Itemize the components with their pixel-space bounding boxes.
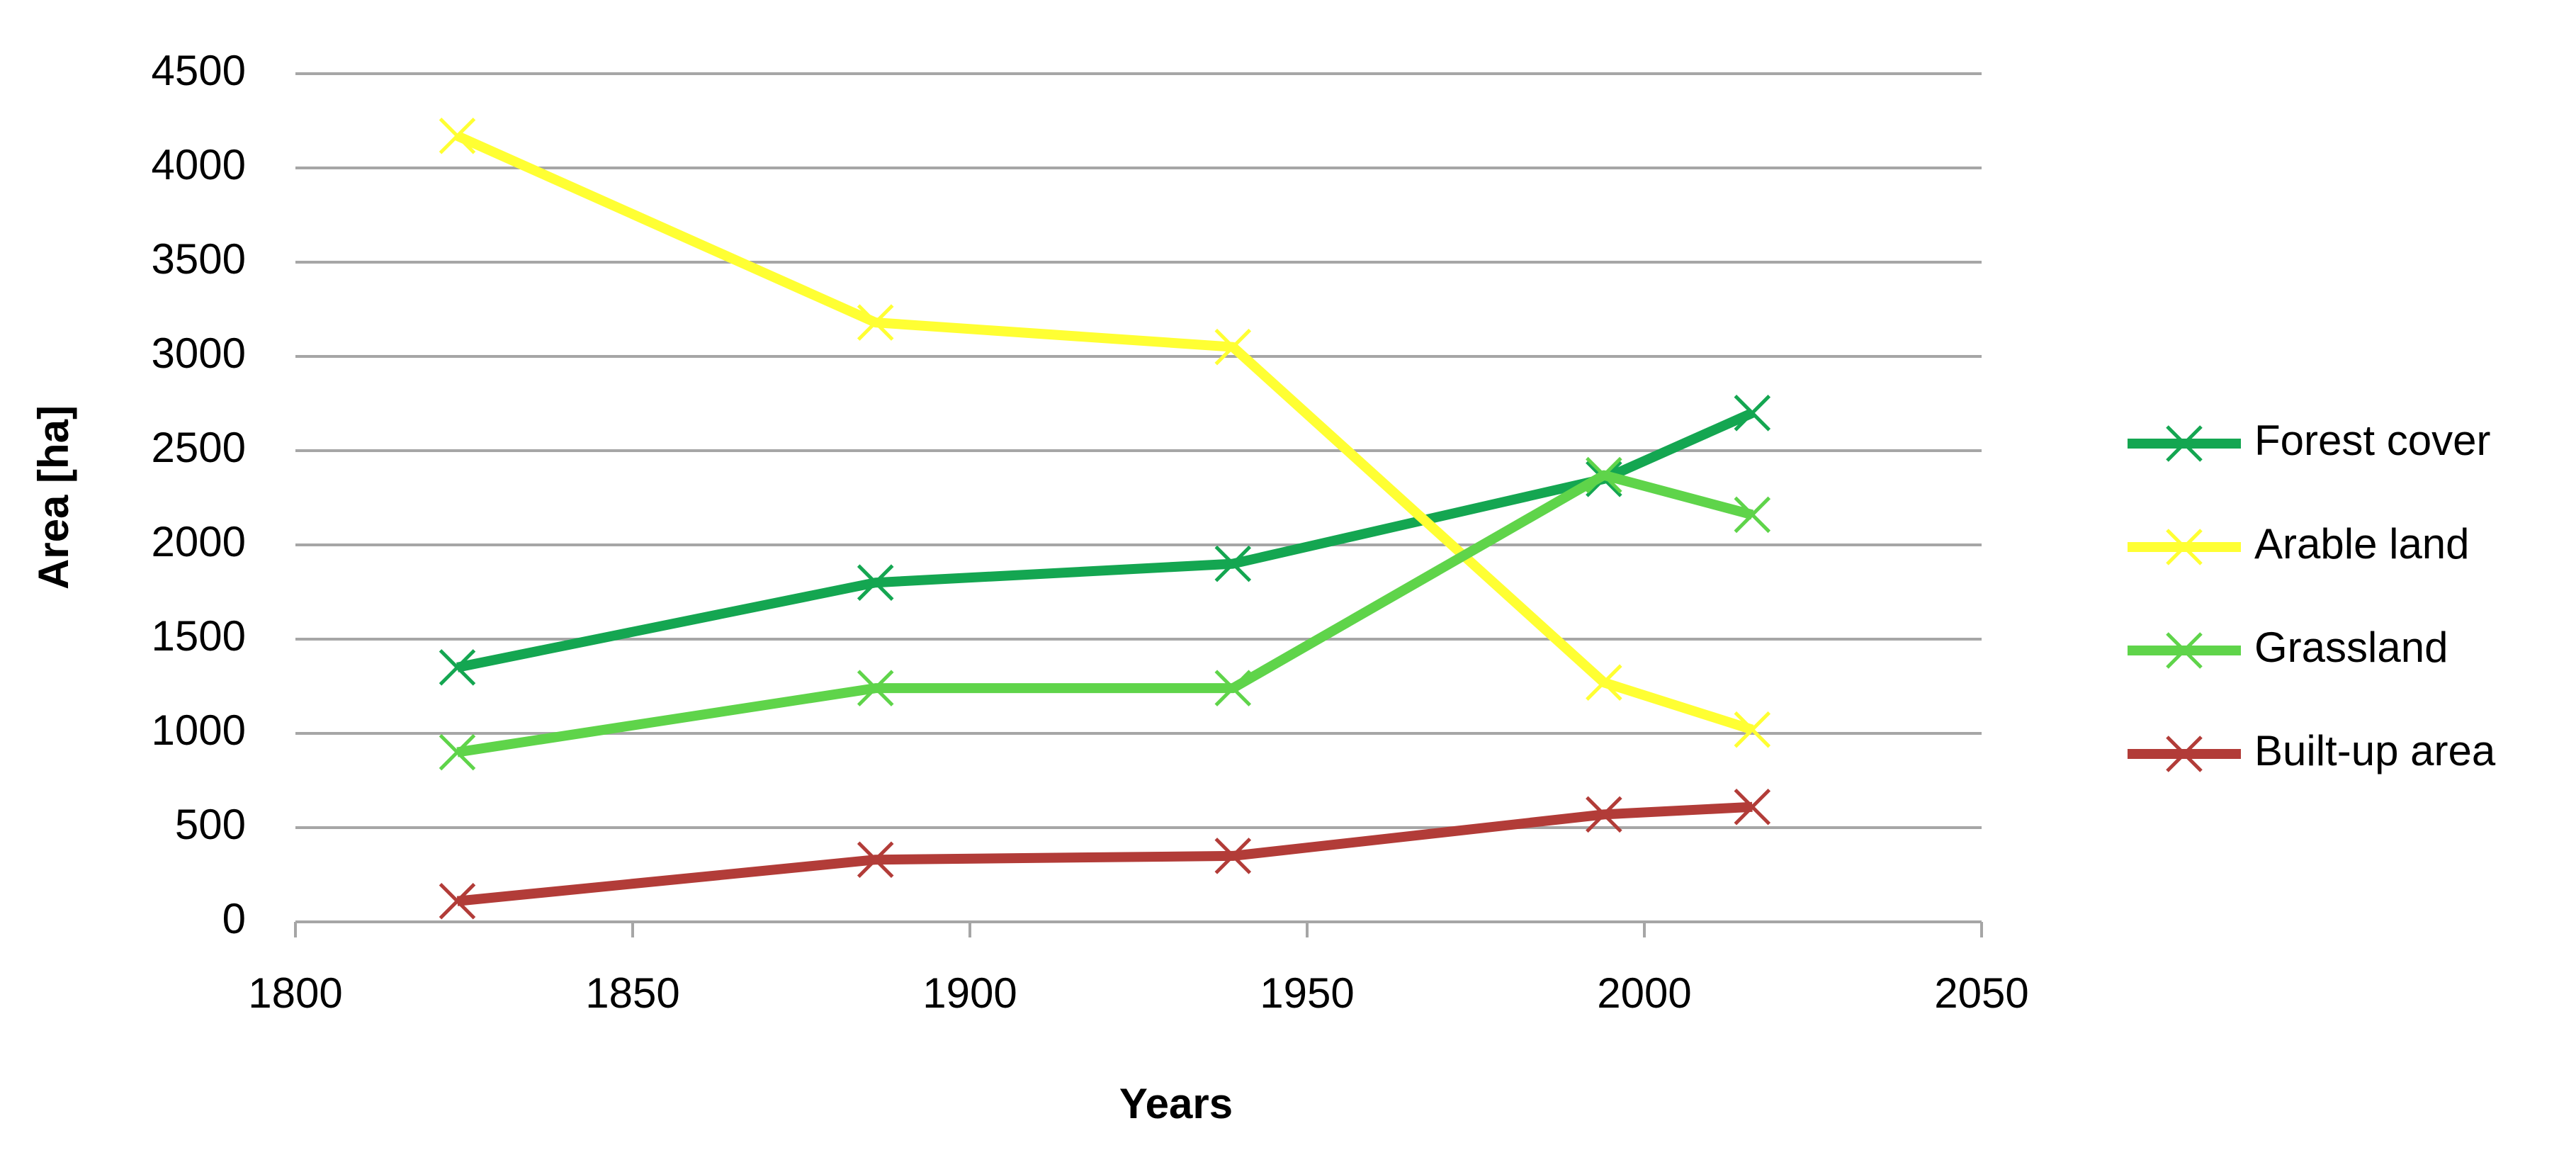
marker (1586, 456, 1622, 494)
marker (439, 733, 476, 771)
legend-label: Grassland (2254, 624, 2448, 671)
series (439, 456, 1771, 771)
legend-item: Forest cover (2128, 417, 2490, 464)
marker (2166, 529, 2203, 565)
marker (1734, 711, 1771, 748)
marker (1214, 838, 1252, 874)
y-tick-label: 0 (222, 895, 246, 942)
legend-item: Built-up area (2128, 727, 2496, 774)
x-tick-label: 2000 (1597, 969, 1691, 1017)
series (439, 395, 1771, 686)
marker (857, 841, 894, 878)
marker (2166, 425, 2203, 462)
x-tick-label: 2050 (1934, 969, 2028, 1017)
marker (439, 882, 476, 920)
x-tick-label: 1850 (585, 969, 679, 1017)
marker (1214, 328, 1252, 366)
y-tick-label: 1000 (152, 706, 246, 754)
marker (2166, 632, 2203, 669)
line (456, 801, 1753, 906)
y-tick-label: 2500 (152, 424, 246, 471)
y-tick-label: 500 (175, 801, 246, 848)
y-tick-label: 1500 (152, 612, 246, 660)
marker (857, 564, 894, 601)
marker (439, 649, 476, 686)
marker (2166, 736, 2203, 772)
marker (1586, 664, 1622, 701)
marker (1734, 496, 1771, 534)
marker (857, 304, 894, 341)
marker (857, 670, 894, 706)
legend-item: Grassland (2128, 624, 2448, 671)
legend-item: Arable land (2128, 520, 2470, 568)
y-tick-label: 4500 (152, 47, 246, 94)
legend-label: Arable land (2254, 520, 2470, 568)
marker (1586, 796, 1622, 833)
marker (1214, 545, 1252, 582)
y-axis-label: Area [ha] (30, 405, 77, 590)
marker (1214, 670, 1252, 706)
series (439, 788, 1771, 920)
y-tick-label: 3500 (152, 235, 246, 283)
marker (1734, 788, 1771, 826)
x-tick-label: 1900 (922, 969, 1017, 1017)
x-tick-label: 1800 (248, 969, 342, 1017)
line (456, 470, 1754, 757)
marker (1734, 395, 1771, 432)
x-axis-label: Years (1119, 1080, 1233, 1127)
series (439, 118, 1771, 748)
legend-label: Built-up area (2254, 727, 2496, 774)
y-tick-label: 2000 (152, 518, 246, 565)
legend-label: Forest cover (2254, 417, 2490, 464)
y-tick-label: 4000 (152, 141, 246, 188)
marker (439, 118, 476, 154)
y-tick-label: 3000 (152, 329, 246, 377)
x-tick-label: 1950 (1260, 969, 1354, 1017)
